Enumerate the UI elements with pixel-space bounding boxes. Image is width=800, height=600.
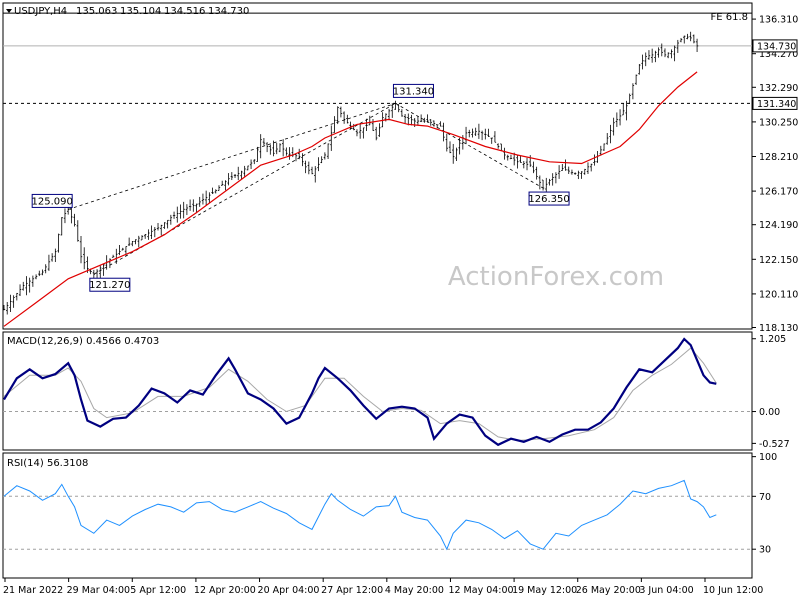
y-tick-label: 136.310 [759, 15, 798, 26]
high-value: 135.104 [120, 6, 161, 17]
rsi-line [3, 479, 717, 551]
macd-tick-label: -0.527 [759, 439, 790, 450]
price-annotation: 125.090 [31, 193, 73, 208]
y-tick-label: 132.290 [759, 83, 798, 94]
svg-text:131.340: 131.340 [393, 86, 434, 97]
y-tick-label: 120.110 [759, 289, 798, 300]
price-annotation: 131.340 [393, 83, 434, 98]
svg-text:134.730: 134.730 [757, 41, 796, 52]
y-tick-label: 130.250 [759, 117, 798, 128]
rsi-tick-label: 100 [759, 452, 777, 463]
x-tick-label: 26 May 20:00 [576, 585, 641, 596]
symbol-label: USDJPY [14, 6, 51, 17]
svg-text:126.350: 126.350 [528, 194, 569, 205]
y-tick-label: 122.150 [759, 255, 798, 266]
y-tick-label: 128.210 [759, 152, 798, 163]
y-tick-label: 134.270 [759, 49, 798, 60]
svg-text:131.340: 131.340 [757, 99, 796, 110]
macd-tick-label: 1.205 [759, 334, 786, 345]
low-value: 134.516 [164, 6, 205, 17]
x-tick-label: 10 Jun 12:00 [703, 585, 763, 596]
svg-text:121.270: 121.270 [89, 280, 130, 291]
trend-line-3 [395, 103, 544, 189]
price-header: USDJPY ,H4 135.063 135.104 134.516 134.7… [6, 6, 249, 17]
watermark: ActionForex.com [448, 262, 664, 292]
level-tag: 131.340 [752, 96, 798, 110]
open-value: 135.063 [76, 6, 117, 17]
y-tick-label: 126.170 [759, 187, 798, 198]
x-tick-label: 5 Apr 12:00 [130, 585, 186, 596]
price-panel: ActionForex.com 125.090 121.270 131.340 126… [2, 2, 753, 330]
rsi-title: RSI(14) 56.3108 [7, 458, 88, 469]
x-tick-label: 3 Jun 04:00 [639, 585, 693, 596]
svg-text:125.090: 125.090 [31, 196, 72, 207]
x-tick-label: 27 Apr 12:00 [321, 585, 383, 596]
x-tick-label: 20 Apr 04:00 [258, 585, 320, 596]
x-tick-label: 12 May 04:00 [448, 585, 513, 596]
macd-panel: MACD(12,26,9) 0.4566 0.4703 [2, 331, 753, 451]
timeframe-label: ,H4 [50, 6, 67, 17]
moving-average-line [3, 71, 698, 327]
macd-axis: 1.205 0.00 -0.527 [752, 334, 790, 450]
x-tick-label: 19 May 12:00 [512, 585, 577, 596]
y-tick-label: 124.190 [759, 220, 798, 231]
close-value: 134.730 [208, 6, 249, 17]
x-tick-label: 12 Apr 20:00 [194, 585, 256, 596]
y-tick-label: 118.130 [759, 323, 798, 334]
price-axis: 136.310 134.270 132.290 130.250 128.210 126.1… [752, 15, 798, 334]
time-axis: 21 Mar 2022 29 Mar 04:00 5 Apr 12:00 12 Apr… [3, 578, 763, 596]
rsi-tick-label: 70 [759, 492, 771, 503]
x-tick-label: 29 Mar 04:00 [67, 585, 130, 596]
macd-tick-label: 0.00 [759, 407, 780, 418]
rsi-axis: 100 70 30 [752, 452, 777, 556]
macd-title: MACD(12,26,9) 0.4566 0.4703 [7, 336, 159, 347]
macd-line [3, 337, 717, 447]
rsi-panel: RSI(14) 56.3108 [2, 452, 753, 579]
rsi-tick-label: 30 [759, 545, 771, 556]
trend-line-2 [93, 103, 396, 275]
price-annotation: 121.270 [89, 277, 131, 292]
macd-signal-line [3, 347, 717, 442]
x-tick-label: 21 Mar 2022 [3, 585, 63, 596]
current-price-tag: 134.730 [752, 39, 798, 53]
dropdown-triangle-icon[interactable] [6, 9, 12, 13]
x-tick-label: 4 May 20:00 [385, 585, 444, 596]
price-annotation: 126.350 [528, 191, 570, 206]
fe-label: FE 61.8 [710, 12, 748, 23]
